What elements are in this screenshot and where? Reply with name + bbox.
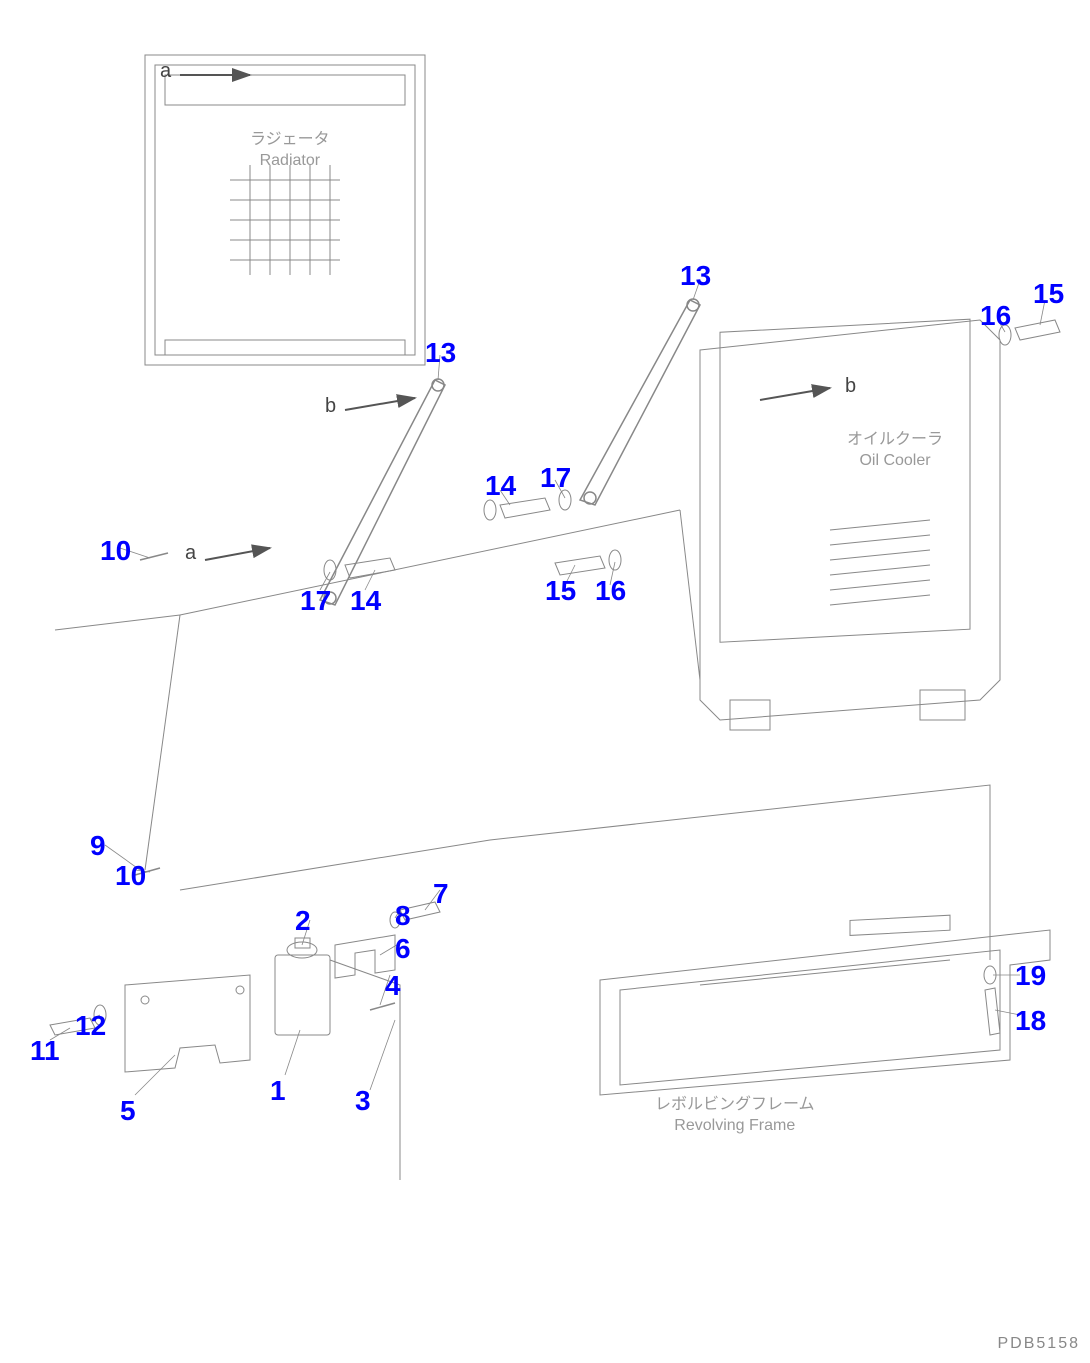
- bracket-component: [125, 975, 250, 1072]
- arrow-label-a2: a: [185, 542, 196, 565]
- callout-16: 16: [980, 300, 1011, 332]
- callout-8: 8: [395, 900, 411, 932]
- callout-10: 10: [115, 860, 146, 892]
- callout-13: 13: [680, 260, 711, 292]
- radiator-label-en: Radiator: [260, 152, 320, 169]
- callout-5: 5: [120, 1095, 136, 1127]
- callout-12: 12: [75, 1010, 106, 1042]
- callout-17: 17: [540, 462, 571, 494]
- callout-19: 19: [1015, 960, 1046, 992]
- callout-15: 15: [545, 575, 576, 607]
- callout-18: 18: [1015, 1005, 1046, 1037]
- arrow-label-b2: b: [845, 375, 856, 398]
- callout-13: 13: [425, 337, 456, 369]
- parts-diagram: ラジェータ Radiator オイルクーラ Oil Cooler レボルビングフ…: [0, 0, 1090, 1363]
- callout-4: 4: [385, 970, 401, 1002]
- callout-3: 3: [355, 1085, 371, 1117]
- oil-cooler-label-en: Oil Cooler: [859, 452, 930, 469]
- callout-15: 15: [1033, 278, 1064, 310]
- revolving-frame-label: レボルビングフレーム Revolving Frame: [655, 1095, 815, 1137]
- callout-6: 6: [395, 933, 411, 965]
- arrow-label-a1: a: [160, 60, 171, 83]
- arrow-label-b1: b: [325, 395, 336, 418]
- revolving-frame-label-en: Revolving Frame: [674, 1117, 795, 1134]
- callout-14: 14: [350, 585, 381, 617]
- radiator-component: [145, 55, 425, 365]
- oil-cooler-label: オイルクーラ Oil Cooler: [847, 430, 943, 472]
- callout-10: 10: [100, 535, 131, 567]
- callout-7: 7: [433, 878, 449, 910]
- part-id: PDB5158: [998, 1335, 1081, 1353]
- reservoir-component: [275, 938, 330, 1035]
- callout-17: 17: [300, 585, 331, 617]
- revolving-frame-label-jp: レボルビングフレーム: [655, 1096, 815, 1113]
- callout-11: 11: [30, 1035, 60, 1067]
- oil-cooler-label-jp: オイルクーラ: [847, 431, 943, 448]
- callout-14: 14: [485, 470, 516, 502]
- callout-2: 2: [295, 905, 311, 937]
- callout-1: 1: [270, 1075, 286, 1107]
- revolving-frame-component: [600, 915, 1050, 1095]
- diagram-svg: [0, 0, 1090, 1363]
- callout-9: 9: [90, 830, 106, 862]
- radiator-label-jp: ラジェータ: [250, 131, 330, 148]
- radiator-label: ラジェータ Radiator: [250, 130, 330, 172]
- callout-16: 16: [595, 575, 626, 607]
